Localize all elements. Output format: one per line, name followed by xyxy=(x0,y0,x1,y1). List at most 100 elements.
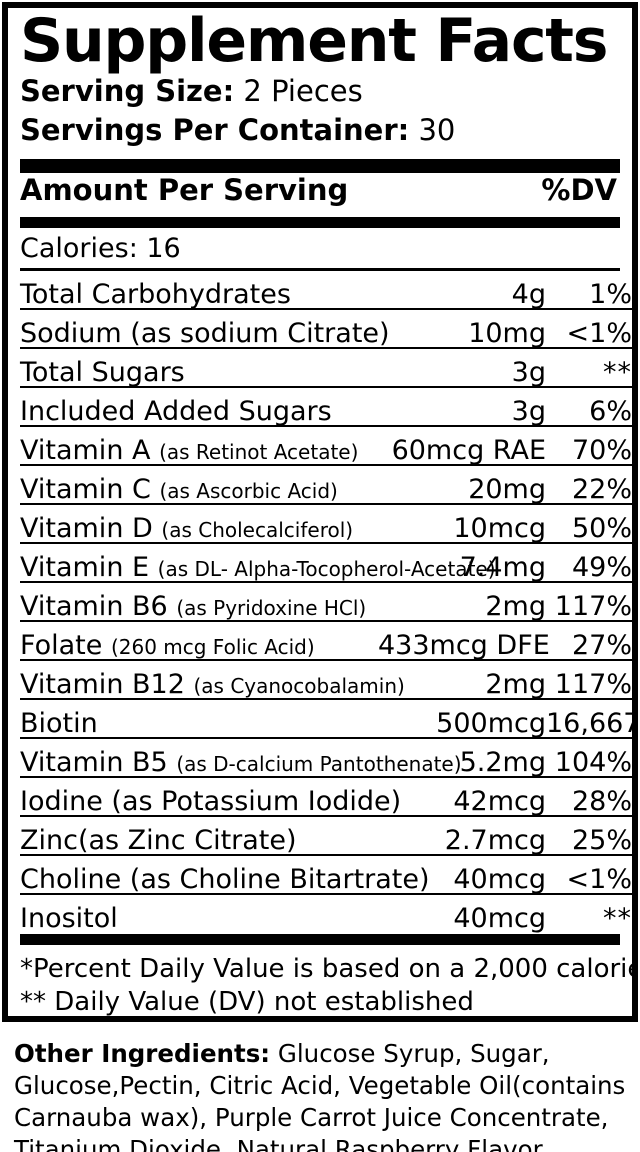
nutrient-name-text: Vitamin E xyxy=(20,552,150,584)
table-row: Total Sugars 3g ** xyxy=(20,348,632,389)
nutrient-amount: 2mg xyxy=(378,660,546,701)
divider-mid-under-header xyxy=(20,217,620,229)
nutrient-percent-dv: <1% xyxy=(546,309,632,350)
serving-size-line: Serving Size: 2 Pieces xyxy=(20,71,620,111)
nutrient-percent-dv: 104% xyxy=(546,738,632,779)
table-row: Vitamin E (as DL- Alpha-Tocopherol-Aceta… xyxy=(20,543,632,584)
nutrient-name: Included Added Sugars xyxy=(20,387,378,428)
other-ingredients: Other Ingredients: Glucose Syrup, Sugar,… xyxy=(14,1038,634,1152)
serving-size-value: 2 Pieces xyxy=(243,74,363,109)
nutrient-name-text: Vitamin A xyxy=(20,435,151,467)
table-row: Sodium (as sodium Citrate) 10mg <1% xyxy=(20,309,632,350)
table-row: Vitamin B12 (as Cyanocobalamin) 2mg 117% xyxy=(20,660,632,701)
table-row: Vitamin B5 (as D-calcium Pantothenate) 5.… xyxy=(20,738,632,779)
other-ingredients-label: Other Ingredients: xyxy=(14,1039,271,1068)
nutrient-percent-dv: <1% xyxy=(546,855,632,896)
table-header-row: Amount Per Serving %DV xyxy=(20,173,620,217)
nutrient-percent-dv: 28% xyxy=(546,777,632,818)
table-row: Total Carbohydrates 4g 1% xyxy=(20,271,632,311)
nutrient-name-text: Total Sugars xyxy=(20,357,185,389)
nutrient-name: Vitamin B6 (as Pyridoxine HCl) xyxy=(20,582,378,623)
nutrient-name-text: Included Added Sugars xyxy=(20,396,332,428)
nutrient-name: Inositol xyxy=(20,894,378,932)
nutrient-name: Iodine (as Potassium Iodide) xyxy=(20,777,401,818)
nutrient-source-text: (as Retinot Acetate) xyxy=(159,440,359,465)
nutrient-name: Choline (as Choline Bitartrate) xyxy=(20,855,430,896)
footnote-daily-value: *Percent Daily Value is based on a 2,000… xyxy=(20,954,638,985)
footnotes: *Percent Daily Value is based on a 2,000… xyxy=(20,945,638,1016)
supplement-facts-panel: Supplement Facts Serving Size: 2 Pieces … xyxy=(2,2,638,1022)
nutrient-percent-dv: 50% xyxy=(546,504,632,545)
servings-per-container-line: Servings Per Container: 30 xyxy=(20,110,620,150)
table-row: Included Added Sugars 3g 6% xyxy=(20,387,632,428)
nutrient-percent-dv: 70% xyxy=(546,426,632,467)
nutrient-amount: 7.4mg xyxy=(378,543,546,584)
nutrient-percent-dv: ** xyxy=(603,903,632,935)
nutrient-percent-dv: 25% xyxy=(546,816,632,857)
page-title: Supplement Facts xyxy=(20,6,609,76)
nutrient-amount: 10mcg xyxy=(378,504,546,545)
nutrient-source-text: (260 mcg Folic Acid) xyxy=(110,635,315,660)
nutrient-amount: 5.2mg xyxy=(378,738,546,779)
nutrient-name: Vitamin C (as Ascorbic Acid) xyxy=(20,465,378,506)
nutrient-amount: 60mcg RAE xyxy=(378,426,546,467)
table-row: Vitamin C (as Ascorbic Acid) 20mg 22% xyxy=(20,465,632,506)
nutrient-amount: 40mcg xyxy=(378,855,546,896)
nutrient-percent-dv: 27% xyxy=(546,621,632,662)
nutrient-amount: 42mcg xyxy=(378,777,546,818)
nutrient-percent-dv: 16,667% xyxy=(546,699,632,740)
table-row: Vitamin B6 (as Pyridoxine HCl) 2mg 117% xyxy=(20,582,632,623)
nutrient-name: Vitamin E (as DL- Alpha-Tocopherol-Aceta… xyxy=(20,543,496,584)
nutrient-amount: 40mcg xyxy=(453,903,546,935)
nutrient-amount: 2.7mcg xyxy=(378,816,546,857)
table-row: Vitamin A (as Retinot Acetate) 60mcg RAE 7… xyxy=(20,426,632,467)
nutrient-name-text: Sodium (as sodium Citrate) xyxy=(20,318,390,350)
table-row: Iodine (as Potassium Iodide) 42mcg 28% xyxy=(20,777,632,818)
nutrient-percent-dv: 6% xyxy=(546,387,632,428)
nutrients-table-body: Total Carbohydrates 4g 1% Sodium (as sodium… xyxy=(20,271,632,932)
nutrient-name-text: Vitamin C xyxy=(20,474,151,506)
nutrient-amount: 20mg xyxy=(378,465,546,506)
table-row: Inositol 40mcg ** xyxy=(20,894,632,932)
nutrient-percent-dv: 49% xyxy=(546,543,632,584)
divider-thick-top xyxy=(20,159,620,174)
nutrient-percent-dv: ** xyxy=(546,348,632,389)
nutrient-source-text: (as DL- Alpha-Tocopherol-Acetate) xyxy=(157,557,496,582)
amount-per-serving-header: Amount Per Serving xyxy=(20,173,349,208)
nutrient-name-text: Choline (as Choline Bitartrate) xyxy=(20,864,430,896)
nutrient-name: Vitamin D (as Cholecalciferol) xyxy=(20,504,378,545)
serving-size-label: Serving Size: xyxy=(20,74,235,109)
nutrient-source-text: (as Cyanocobalamin) xyxy=(193,674,405,699)
nutrient-source-text: (as Cholecalciferol) xyxy=(161,518,354,543)
nutrient-name-text: Zinc(as Zinc Citrate) xyxy=(20,825,297,857)
nutrient-name: Vitamin B5 (as D-calcium Pantothenate) xyxy=(20,738,462,779)
nutrient-name-text: Iodine (as Potassium Iodide) xyxy=(20,786,402,818)
nutrient-amount: 433mcg DFE xyxy=(378,621,550,662)
servings-per-container-value: 30 xyxy=(418,113,456,148)
table-row: Zinc(as Zinc Citrate) 2.7mcg 25% xyxy=(20,816,632,857)
nutrient-name-text: Vitamin D xyxy=(20,513,153,545)
nutrient-name-text: Vitamin B6 xyxy=(20,591,168,623)
nutrient-source-text: (as Pyridoxine HCl) xyxy=(176,596,367,621)
nutrients-table: Total Carbohydrates 4g 1% Sodium (as sodium… xyxy=(20,271,632,932)
nutrient-name: Biotin xyxy=(20,699,378,740)
nutrient-name-text: Inositol xyxy=(20,903,118,935)
other-ingredients-text: Glucose Syrup, Sugar, Glucose,Pectin, Ci… xyxy=(14,1039,626,1152)
nutrient-amount: 3g xyxy=(378,348,546,389)
calories-text: Calories: 16 xyxy=(20,232,181,264)
nutrient-name: Vitamin B12 (as Cyanocobalamin) xyxy=(20,660,405,701)
nutrient-amount: 500mcg xyxy=(378,699,546,740)
nutrient-amount: 4g xyxy=(378,271,546,311)
nutrient-name: Total Carbohydrates xyxy=(20,271,378,311)
percent-dv-header: %DV xyxy=(541,173,617,208)
divider-mid-bottom xyxy=(20,934,620,946)
servings-per-container-label: Servings Per Container: xyxy=(20,113,410,148)
nutrient-name-text: Total Carbohydrates xyxy=(20,279,291,311)
nutrient-percent-dv: 22% xyxy=(546,465,632,506)
nutrient-name: Zinc(as Zinc Citrate) xyxy=(20,816,378,857)
nutrient-name: Sodium (as sodium Citrate) xyxy=(20,309,390,350)
nutrient-name-text: Folate xyxy=(20,630,103,662)
nutrient-name-text: Vitamin B12 xyxy=(20,669,185,701)
